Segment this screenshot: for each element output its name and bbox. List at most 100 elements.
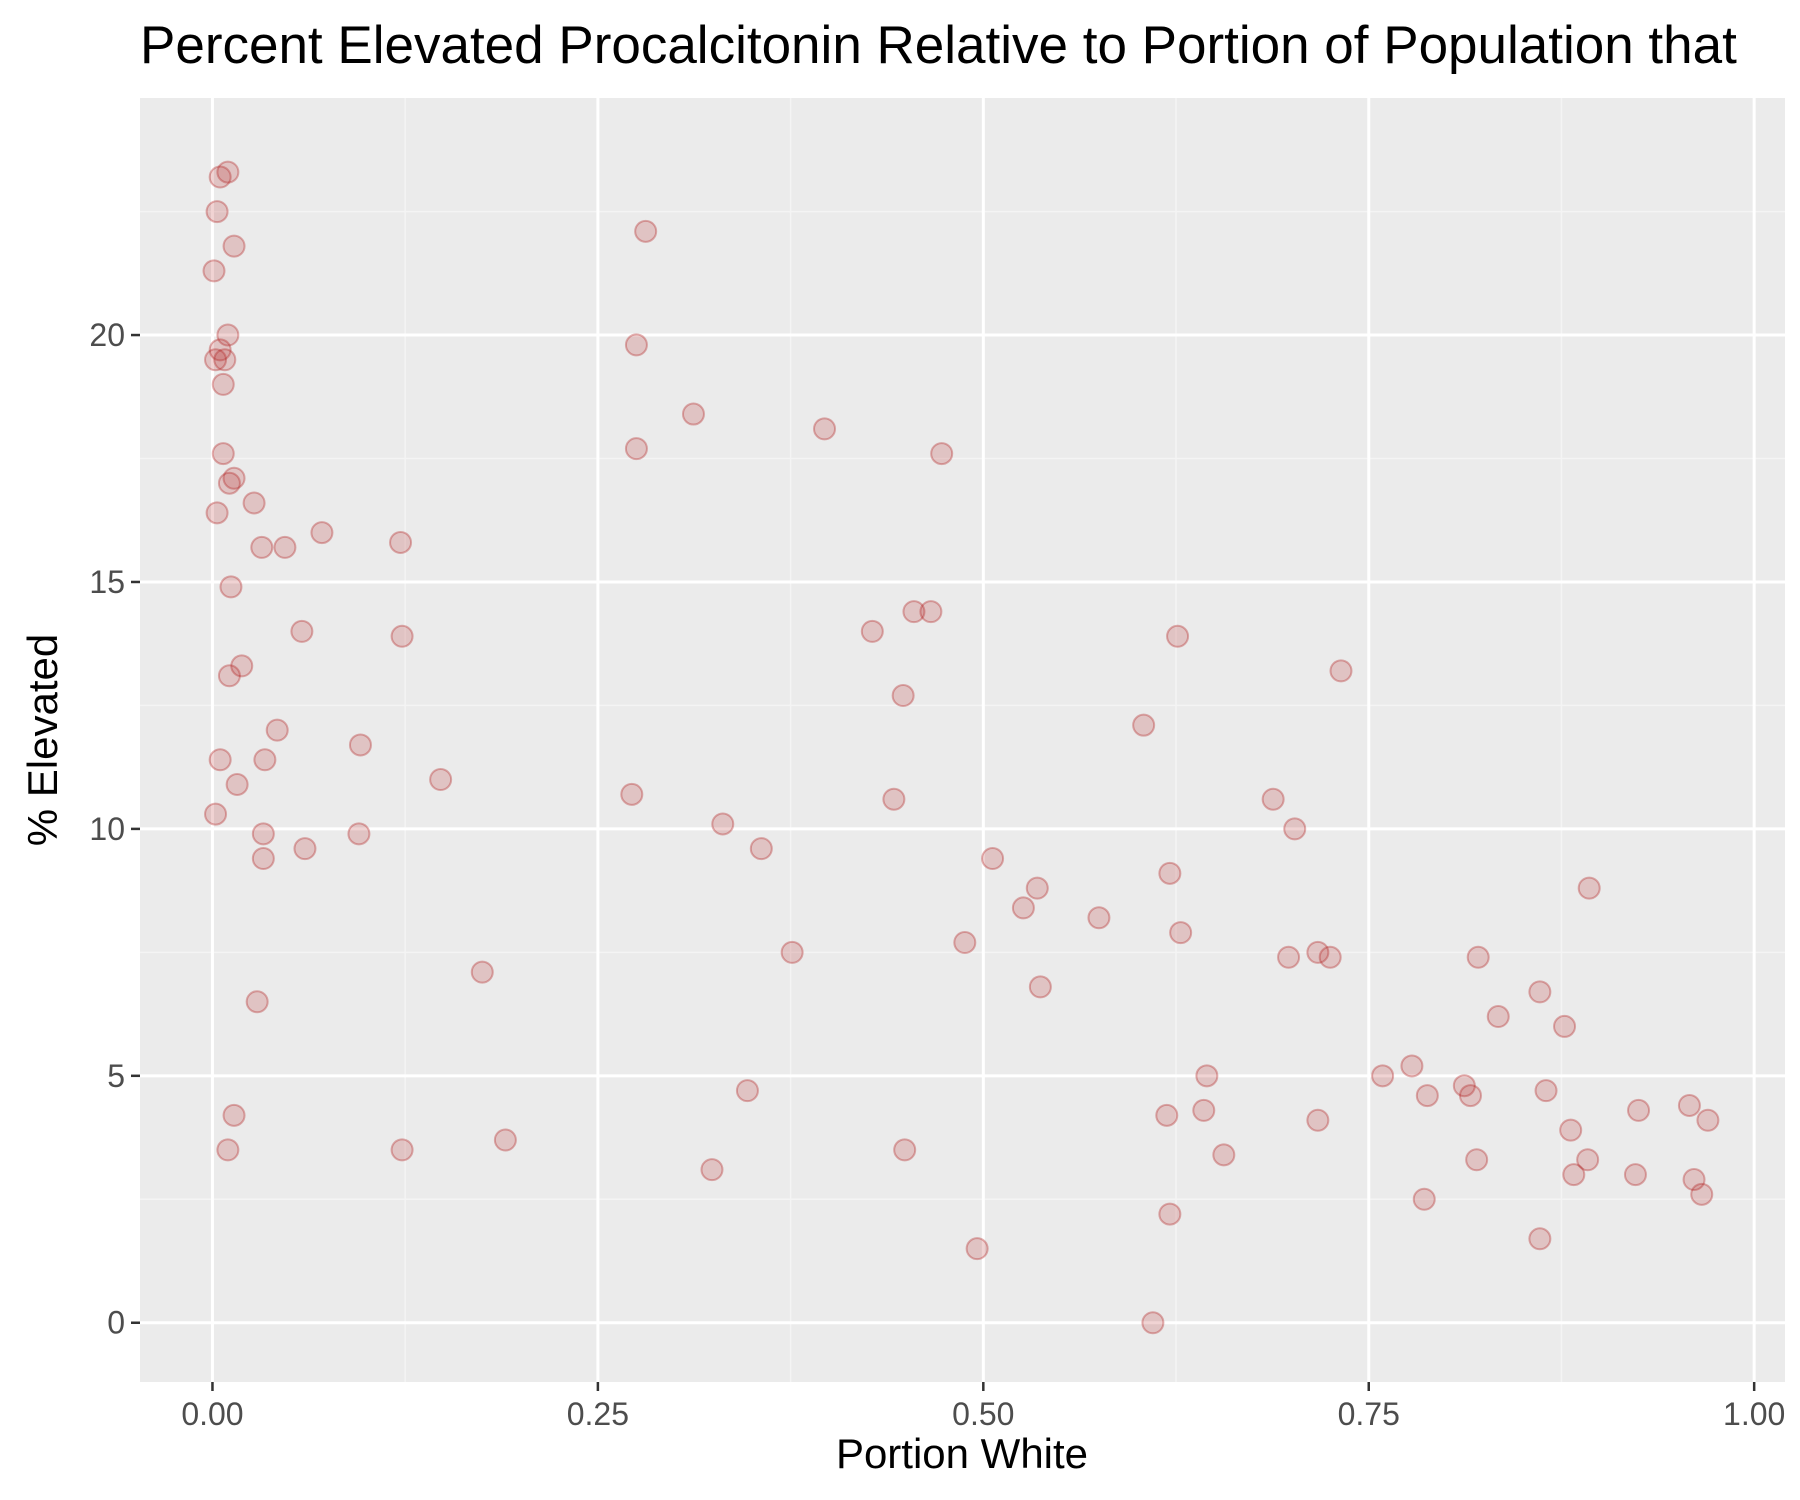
data-point (208, 165, 232, 189)
y-tick-label: 5 (107, 1058, 125, 1094)
data-point (202, 259, 226, 283)
y-tick-label: 0 (107, 1305, 125, 1341)
data-point (493, 1128, 517, 1152)
data-point (624, 437, 648, 461)
data-point (1576, 1148, 1600, 1172)
data-point (1412, 1187, 1436, 1211)
data-point (780, 940, 804, 964)
data-point (470, 960, 494, 984)
data-point (205, 501, 229, 525)
x-tick-label: 1.00 (1723, 1396, 1785, 1432)
data-point (213, 348, 237, 372)
data-point (813, 417, 837, 441)
data-point (930, 442, 954, 466)
data-point (1158, 861, 1182, 885)
data-point (211, 372, 235, 396)
data-point (222, 466, 246, 490)
data-point (1371, 1064, 1395, 1088)
data-point (216, 160, 240, 184)
x-tick-label: 0.00 (181, 1396, 243, 1432)
data-point (222, 1103, 246, 1127)
data-point (1132, 713, 1156, 737)
data-point (211, 442, 235, 466)
x-axis: 0.00 0.25 0.50 0.75 1.00 (181, 1382, 1785, 1432)
data-point (389, 530, 413, 554)
plot-panel (140, 98, 1785, 1382)
data-point (251, 847, 275, 871)
data-point (620, 782, 644, 806)
data-point (390, 1138, 414, 1162)
data-point (1277, 945, 1301, 969)
data-point (624, 333, 648, 357)
data-point (1155, 1103, 1179, 1127)
data-point (1087, 906, 1111, 930)
data-point (735, 1079, 759, 1103)
y-tick-label: 20 (89, 317, 125, 353)
data-point (253, 748, 277, 772)
data-point (919, 600, 943, 624)
data-point (245, 990, 269, 1014)
data-point (1028, 975, 1052, 999)
data-point (1677, 1093, 1701, 1117)
data-point (219, 575, 243, 599)
data-point (902, 600, 926, 624)
data-point (429, 768, 453, 792)
data-point (250, 535, 274, 559)
data-point (1306, 1108, 1330, 1132)
data-point (1696, 1108, 1720, 1132)
data-point (1458, 1084, 1482, 1108)
data-point (1528, 1227, 1552, 1251)
data-point (1623, 1163, 1647, 1187)
data-point (1400, 1054, 1424, 1078)
data-point (1465, 1148, 1489, 1172)
data-point (216, 323, 240, 347)
data-point (749, 837, 773, 861)
data-point (204, 802, 228, 826)
data-point (882, 787, 906, 811)
data-point (293, 837, 317, 861)
y-axis: 0 5 10 15 20 (89, 317, 140, 1341)
data-point (1329, 659, 1353, 683)
y-axis-title: % Elevated (19, 634, 66, 846)
x-tick-label: 0.25 (567, 1396, 629, 1432)
data-point (681, 402, 705, 426)
data-point (1562, 1163, 1586, 1187)
data-point (1169, 921, 1193, 945)
data-point (208, 338, 232, 362)
data-point (1690, 1182, 1714, 1206)
data-point (290, 619, 314, 643)
data-point (1452, 1074, 1476, 1098)
data-point (1682, 1168, 1706, 1192)
data-point (390, 624, 414, 648)
data-point (204, 348, 228, 372)
data-point (893, 1138, 917, 1162)
data-point (891, 684, 915, 708)
data-point (1466, 945, 1490, 969)
data-point (1141, 1311, 1165, 1335)
data-point (347, 822, 371, 846)
data-point (225, 772, 249, 796)
data-point (711, 812, 735, 836)
data-point (1577, 876, 1601, 900)
data-point (273, 535, 297, 559)
data-points (202, 160, 1720, 1335)
x-tick-label: 0.50 (952, 1396, 1014, 1432)
grid-minor-lines (140, 98, 1785, 1382)
data-point (1166, 624, 1190, 648)
data-point (860, 619, 884, 643)
data-point (1158, 1202, 1182, 1226)
x-tick-label: 0.75 (1338, 1396, 1400, 1432)
data-point (242, 491, 266, 515)
data-point (634, 219, 658, 243)
data-point (251, 822, 275, 846)
data-point (222, 234, 246, 258)
data-point (1559, 1118, 1583, 1142)
data-point (217, 664, 241, 688)
data-point (265, 718, 289, 742)
data-point (1553, 1014, 1577, 1038)
data-point (1283, 817, 1307, 841)
data-point (700, 1158, 724, 1182)
data-point (953, 930, 977, 954)
data-point (965, 1237, 989, 1261)
